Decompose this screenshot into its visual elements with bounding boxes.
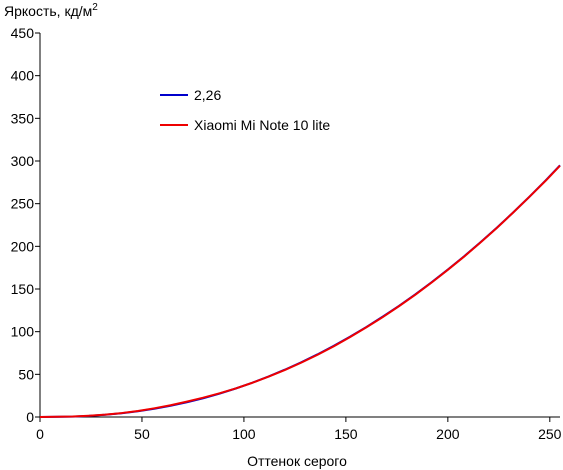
x-tick-label: 100: [232, 426, 256, 442]
y-tick-label: 100: [11, 324, 35, 340]
series-layer: [39, 164, 561, 418]
x-tick-label: 200: [436, 426, 460, 442]
x-axis-title: Оттенок серого: [247, 453, 347, 469]
y-axis-title: Яркость, кд/м2: [4, 2, 98, 19]
x-tick-label: 50: [134, 426, 150, 442]
y-tick-label: 350: [11, 110, 35, 126]
y-tick-label: 50: [18, 366, 34, 382]
y-tick-label: 400: [11, 68, 35, 84]
legend-label-0: 2,26: [194, 87, 221, 103]
y-tick-label: 200: [11, 238, 35, 254]
y-tick-label: 150: [11, 281, 35, 297]
y-tick-label: 0: [26, 409, 34, 425]
x-tick-label: 0: [36, 426, 44, 442]
series-line-0: [39, 164, 561, 418]
legend: 2,26 Xiaomi Mi Note 10 lite: [160, 87, 330, 133]
axes: 0 50 100 150 200 250 300 350 400 450 0 50 100 150 200 2…: [11, 25, 562, 442]
legend-label-1: Xiaomi Mi Note 10 lite: [194, 117, 330, 133]
series-line-1: [39, 164, 561, 418]
y-tick-label: 300: [11, 153, 35, 169]
y-axis-title-text: Яркость, кд/м: [4, 3, 92, 19]
y-tick-label: 250: [11, 196, 35, 212]
y-axis-title-sup: 2: [92, 2, 98, 13]
x-tick-label: 250: [538, 426, 562, 442]
x-tick-label: 150: [334, 426, 358, 442]
y-tick-label: 450: [11, 25, 35, 41]
